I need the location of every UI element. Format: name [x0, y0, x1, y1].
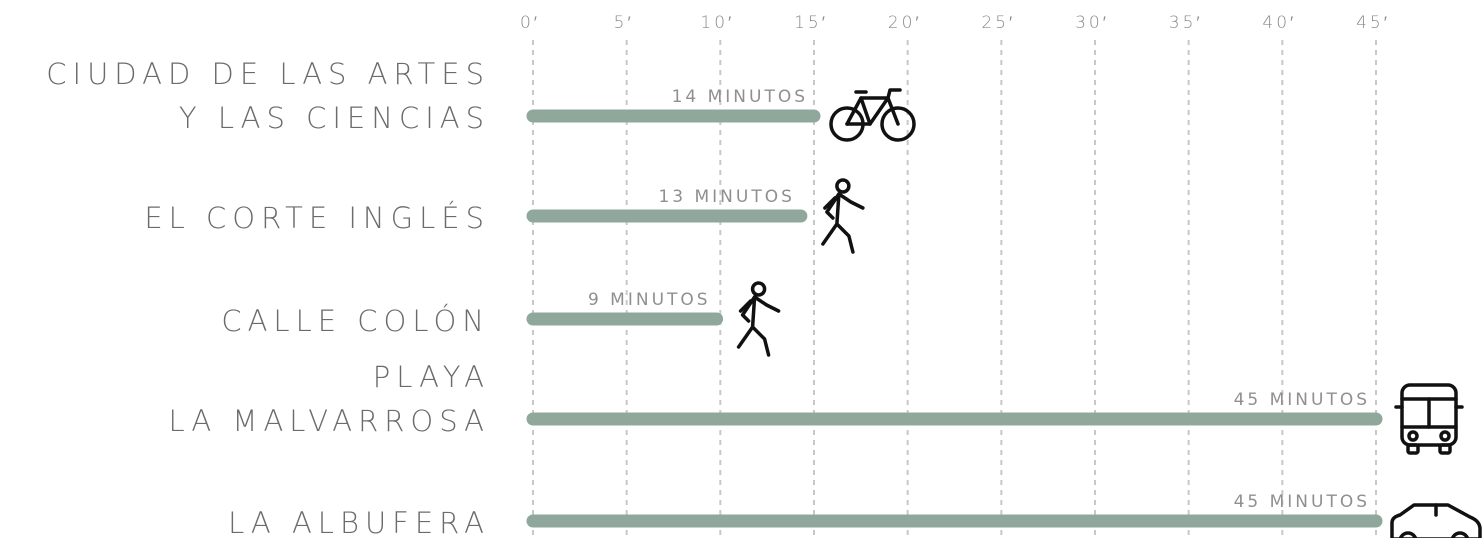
x-tick-label: 35′ [1169, 13, 1203, 33]
category-label: CALLE COLÓN [221, 304, 490, 338]
category-label: PLAYA [373, 360, 490, 394]
category-label: LA ALBUFERA [228, 506, 490, 538]
x-tick-label: 5′ [614, 13, 634, 33]
category-label: Y LAS CIENCIAS [179, 101, 490, 135]
x-tick-label: 10′ [700, 13, 734, 33]
x-tick-label: 20′ [888, 13, 922, 33]
data-label: 14 MINUTOS [672, 87, 808, 107]
category-label: LA MALVARROSA [169, 404, 490, 438]
bus-icon [1394, 383, 1464, 455]
data-label: 45 MINUTOS [1234, 390, 1370, 410]
x-tick-label: 45′ [1356, 13, 1390, 33]
x-tick-label: 30′ [1075, 13, 1109, 33]
walking-person-icon [821, 178, 865, 254]
x-tick-label: 25′ [981, 13, 1015, 33]
category-label: CIUDAD DE LAS ARTES [46, 57, 490, 91]
x-tick-label: 40′ [1262, 13, 1296, 33]
x-tick-label: 0′ [520, 13, 540, 33]
data-label: 13 MINUTOS [658, 187, 794, 207]
bicycle-icon [829, 88, 916, 142]
category-label: EL CORTE INGLÉS [144, 201, 490, 235]
x-tick-label: 15′ [794, 13, 828, 33]
walking-person-icon [736, 281, 781, 357]
data-label: 9 MINUTOS [588, 290, 711, 310]
car-icon [1390, 503, 1482, 538]
data-label: 45 MINUTOS [1234, 492, 1370, 512]
